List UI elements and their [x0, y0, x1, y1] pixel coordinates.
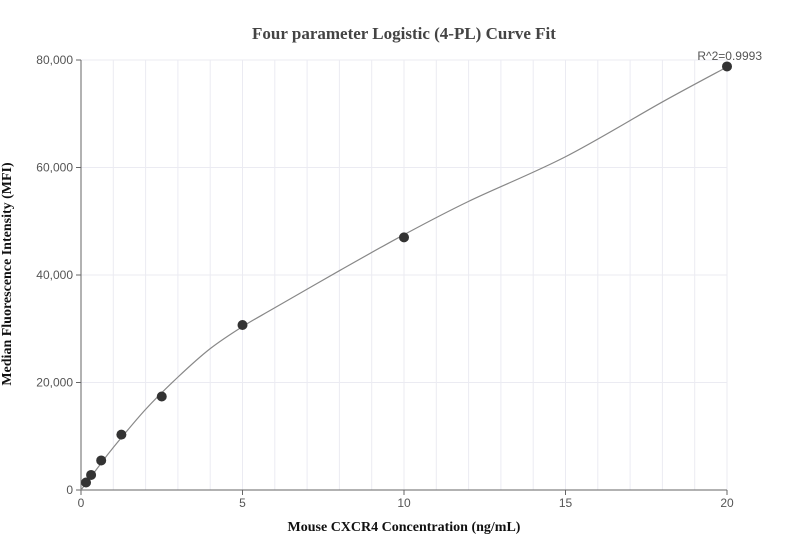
data-point [156, 391, 167, 402]
x-axis-title: Mouse CXCR4 Concentration (ng/mL) [288, 520, 521, 535]
x-tick-label: 5 [239, 496, 246, 510]
x-tick-label: 20 [720, 496, 734, 510]
data-point [237, 319, 248, 330]
data-point [722, 61, 732, 72]
y-tick-label: 80,000 [36, 53, 73, 67]
x-tick-label: 10 [397, 496, 411, 510]
r-squared-annotation: R^2=0.9993 [697, 49, 762, 63]
data-point [86, 469, 97, 480]
y-tick-label: 40,000 [36, 268, 73, 282]
y-axis-title: Median Fluorescence Intensity (MFI) [0, 162, 15, 386]
data-point [116, 429, 127, 440]
y-tick-label: 60,000 [36, 161, 73, 175]
data-point [399, 232, 409, 243]
data-point [96, 455, 107, 466]
chart-title: Four parameter Logistic (4-PL) Curve Fit [252, 24, 556, 43]
grid-layer [81, 59, 728, 490]
data-point [81, 477, 92, 488]
axis-layer [76, 59, 728, 495]
tick-labels-layer: 0 20,000 40,000 60,000 80,000 0 5 10 15 20 [36, 53, 734, 510]
y-tick-label: 0 [66, 483, 73, 497]
x-tick-label: 15 [559, 496, 573, 510]
y-tick-label: 20,000 [36, 376, 73, 390]
data-points-layer [81, 61, 732, 488]
x-tick-label: 0 [78, 496, 85, 510]
